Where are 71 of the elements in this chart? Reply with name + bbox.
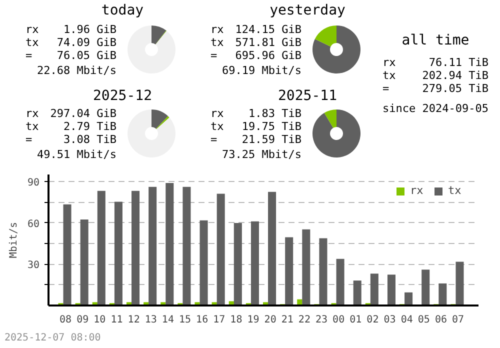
text: 297.04 GiB [50, 107, 117, 120]
x-tick-label: 18 [230, 314, 242, 326]
text: 571.81 GiB [235, 36, 302, 49]
text: tx [26, 120, 40, 133]
x-tick-label: 11 [110, 314, 123, 326]
text: 1.83 TiB [248, 107, 302, 120]
y-axis-title: Mbit/s [8, 222, 20, 258]
x-tick-label: 19 [247, 314, 260, 326]
text: 695.96 GiB [235, 49, 302, 62]
text: rx [210, 107, 224, 120]
x-tick-label: 22 [298, 314, 310, 326]
x-tick-label: 23 [315, 314, 328, 326]
x-tick-label: 01 [350, 314, 362, 326]
x-tick-label: 10 [94, 314, 106, 326]
text: 76.05 GiB [56, 49, 117, 62]
chart-title: 2025-11 [278, 88, 338, 104]
x-tick-label: 17 [213, 314, 226, 326]
text: = [26, 49, 32, 62]
text: 279.05 TiB [422, 82, 489, 95]
text: 74.09 GiB [56, 36, 117, 49]
text: 21.59 TiB [242, 133, 302, 146]
chart-title: 2025-12 [93, 88, 152, 104]
text: 49.51 Mbit/s [37, 148, 117, 161]
legend-label: tx [448, 184, 462, 197]
text: rx [26, 107, 40, 120]
text: rx [26, 23, 40, 36]
y-tick-label: 60 [27, 218, 40, 230]
y-tick-label: 90 [27, 177, 40, 188]
text: 19.75 TiB [242, 120, 302, 133]
x-tick-label: 13 [144, 314, 157, 326]
x-tick-label: 02 [366, 314, 379, 326]
text: 1.96 GiB [64, 23, 117, 36]
text: tx [210, 36, 224, 49]
text: 124.15 GiB [235, 23, 302, 36]
text: rx [210, 23, 224, 36]
text: = [210, 133, 218, 146]
text: 73.25 Mbit/s [222, 148, 302, 161]
text: 22.68 Mbit/s [37, 64, 117, 77]
x-tick-label: 03 [384, 314, 396, 326]
text: 3.08 TiB [64, 133, 117, 146]
x-tick-label: 20 [264, 314, 276, 326]
text: 2025-12-07 08:00 [4, 332, 101, 344]
x-tick-label: 15 [178, 314, 192, 326]
legend-label: rx [410, 184, 424, 197]
text: all time [402, 32, 470, 48]
y-tick-label: 30 [27, 260, 40, 272]
x-tick-label: 04 [400, 314, 413, 326]
text: tx [26, 36, 40, 49]
x-tick-label: 00 [332, 314, 345, 326]
x-tick-label: 06 [434, 314, 447, 326]
text: rx [382, 56, 396, 69]
text: = [210, 49, 218, 62]
x-tick-label: 07 [452, 314, 464, 326]
text: tx [210, 120, 224, 133]
x-tick-label: 16 [196, 314, 208, 326]
text: since 2024-09-05 [382, 102, 488, 115]
x-tick-label: 05 [418, 314, 430, 326]
x-tick-label: 21 [281, 314, 294, 326]
text: 69.19 Mbit/s [222, 64, 302, 77]
text: = [382, 82, 390, 95]
x-tick-label: 08 [60, 314, 72, 326]
x-tick-label: 12 [128, 314, 140, 326]
text: 76.11 TiB [428, 56, 489, 69]
chart-title: today [101, 2, 144, 18]
text: tx [382, 69, 396, 82]
x-tick-label: 14 [162, 314, 174, 326]
text: 2.79 TiB [64, 120, 117, 133]
x-tick-label: 09 [76, 314, 89, 326]
text: 202.94 TiB [422, 69, 489, 82]
chart-title: yesterday [270, 2, 346, 18]
text: = [26, 133, 32, 146]
